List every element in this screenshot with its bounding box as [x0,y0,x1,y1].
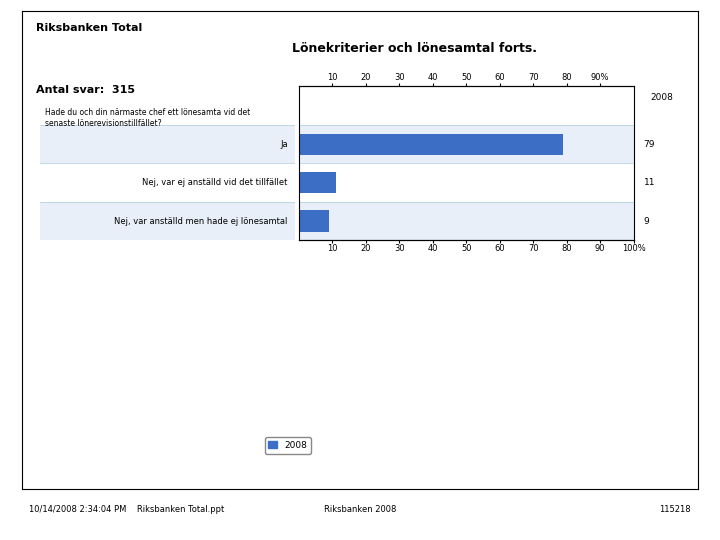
Bar [299,172,336,193]
Text: Antal svar:  315: Antal svar: 315 [37,85,135,95]
Text: Lönekriterier och lönesamtal forts.: Lönekriterier och lönesamtal forts. [292,42,536,55]
Bar [40,125,295,163]
Text: 2008: 2008 [650,93,673,103]
Text: 115218: 115218 [660,505,691,514]
Text: Nej, var anställd men hade ej lönesamtal: Nej, var anställd men hade ej lönesamtal [114,217,287,226]
Text: Riksbanken Total: Riksbanken Total [37,23,143,33]
Bar [299,211,329,232]
Legend: 2008: 2008 [265,437,311,454]
Text: Riksbanken 2008: Riksbanken 2008 [324,505,396,514]
Text: Ja: Ja [280,140,287,149]
Bar [299,133,563,154]
Bar [299,125,634,163]
Text: 9: 9 [644,217,649,226]
Text: 11: 11 [644,178,655,187]
Text: 10/14/2008 2:34:04 PM    Riksbanken Total.ppt: 10/14/2008 2:34:04 PM Riksbanken Total.p… [29,505,224,514]
Text: 79: 79 [644,140,655,149]
Bar [40,202,295,240]
Bar [40,163,295,202]
Bar [299,163,634,202]
Text: Hade du och din närmaste chef ett lönesamta vid det: Hade du och din närmaste chef ett lönesa… [45,107,250,117]
Text: Nej, var ej anställd vid det tillfället: Nej, var ej anställd vid det tillfället [142,178,287,187]
Text: senaste lönerevisionstillfället?: senaste lönerevisionstillfället? [45,119,161,128]
Bar [299,202,634,240]
